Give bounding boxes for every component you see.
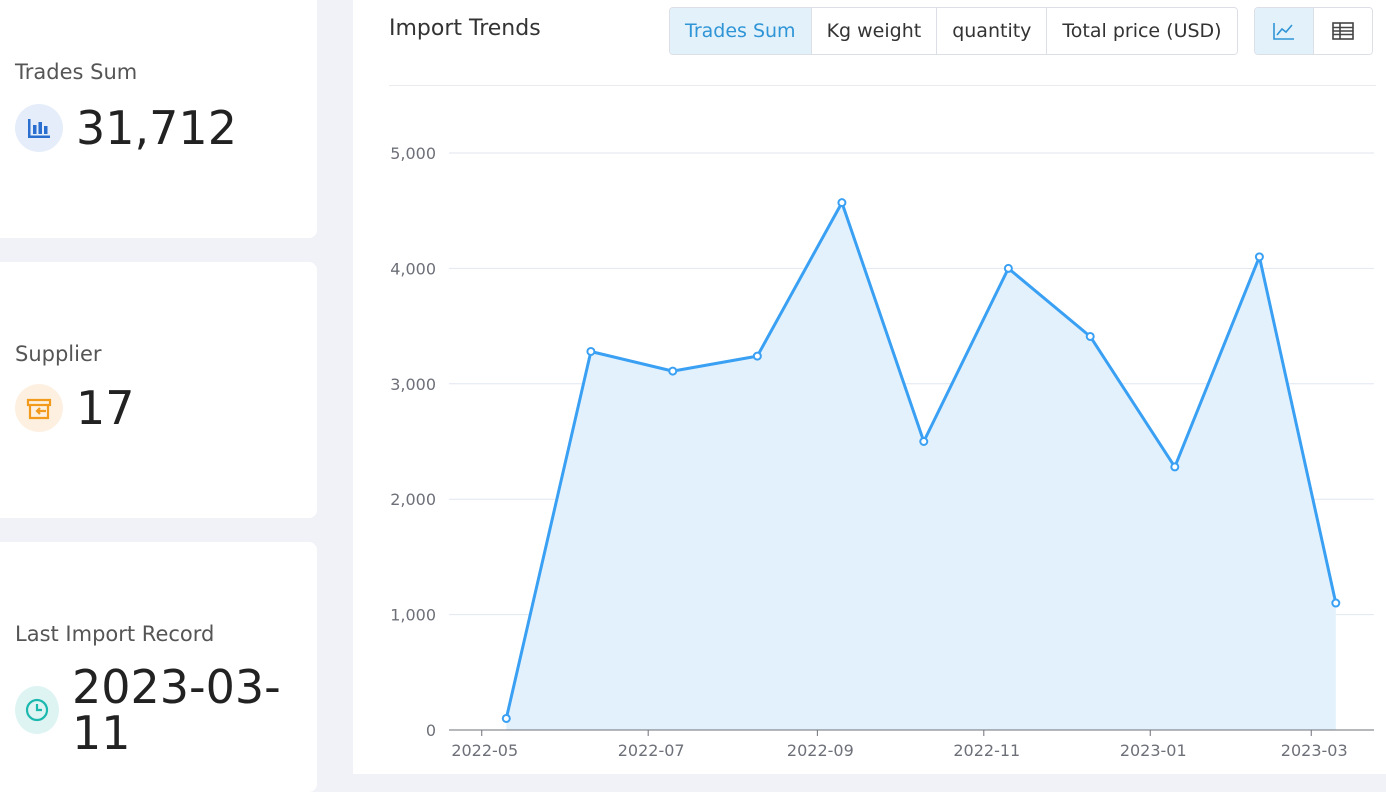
supplier-row: 17: [15, 384, 135, 432]
line-chart-view-button[interactable]: [1255, 8, 1313, 54]
data-point: [837, 198, 847, 208]
last-import-value: 2023-03-11: [71, 660, 281, 760]
data-point: [1003, 263, 1013, 273]
supplier-card: Supplier 17: [0, 262, 317, 518]
trades-sum-card: Trades Sum 31,712: [0, 0, 317, 238]
metric-tabs: Trades Sum Kg weight quantity Total pric…: [669, 7, 1238, 55]
trades-sum-row: 31,712: [15, 104, 237, 152]
table-view-button[interactable]: [1313, 8, 1372, 54]
import-trends-panel: Import Trends Trades Sum Kg weight quant…: [353, 0, 1386, 774]
last-import-label: Last Import Record: [15, 622, 215, 646]
import-trends-chart: 0 1,000 2,000 3,000 4,000 5,000 2022-05 2022-07…: [390, 144, 1374, 760]
trades-sum-value: 31,712: [76, 101, 237, 155]
x-tick-label: 2022-09: [787, 741, 854, 760]
supplier-label: Supplier: [15, 342, 102, 366]
x-tick-label: 2022-05: [451, 741, 518, 760]
x-tick-label: 2022-11: [953, 741, 1020, 760]
clock-icon: [15, 686, 59, 734]
bar-chart-icon: [15, 104, 63, 152]
header-divider: [389, 85, 1376, 86]
y-tick-label: 4,000: [390, 259, 436, 278]
y-tick-label: 3,000: [390, 375, 436, 394]
y-tick-label: 0: [426, 721, 436, 740]
table-icon: [1332, 22, 1354, 40]
data-point: [501, 713, 511, 723]
line-chart-icon: [1273, 23, 1294, 40]
tab-kg-weight[interactable]: Kg weight: [810, 8, 937, 54]
data-point: [919, 437, 929, 446]
data-point: [668, 366, 678, 376]
trades-sum-label: Trades Sum: [15, 60, 138, 84]
panel-title: Import Trends: [389, 16, 541, 41]
tab-quantity[interactable]: quantity: [936, 8, 1047, 54]
y-tick-label: 2,000: [390, 490, 436, 509]
tab-trades-sum[interactable]: Trades Sum: [670, 8, 811, 54]
last-import-row: 2023-03-11: [15, 664, 317, 756]
data-point: [1331, 598, 1341, 608]
x-tick-label: 2023-03: [1281, 741, 1348, 760]
y-tick-label: 1,000: [390, 606, 436, 625]
tab-total-price[interactable]: Total price (USD): [1046, 8, 1237, 54]
supplier-value: 17: [76, 381, 135, 435]
supplier-store-icon: [15, 384, 63, 432]
data-point: [1085, 331, 1095, 341]
x-tick-label: 2022-07: [618, 741, 685, 760]
area-fill: [506, 202, 1336, 730]
x-tick-label: 2023-01: [1120, 741, 1187, 760]
view-toggle: [1254, 7, 1373, 55]
y-tick-label: 5,000: [390, 144, 436, 163]
last-import-card: Last Import Record 2023-03-11: [0, 542, 317, 792]
data-point: [1170, 462, 1180, 472]
data-point: [1254, 252, 1264, 262]
data-point: [752, 351, 762, 361]
data-point: [586, 346, 596, 356]
